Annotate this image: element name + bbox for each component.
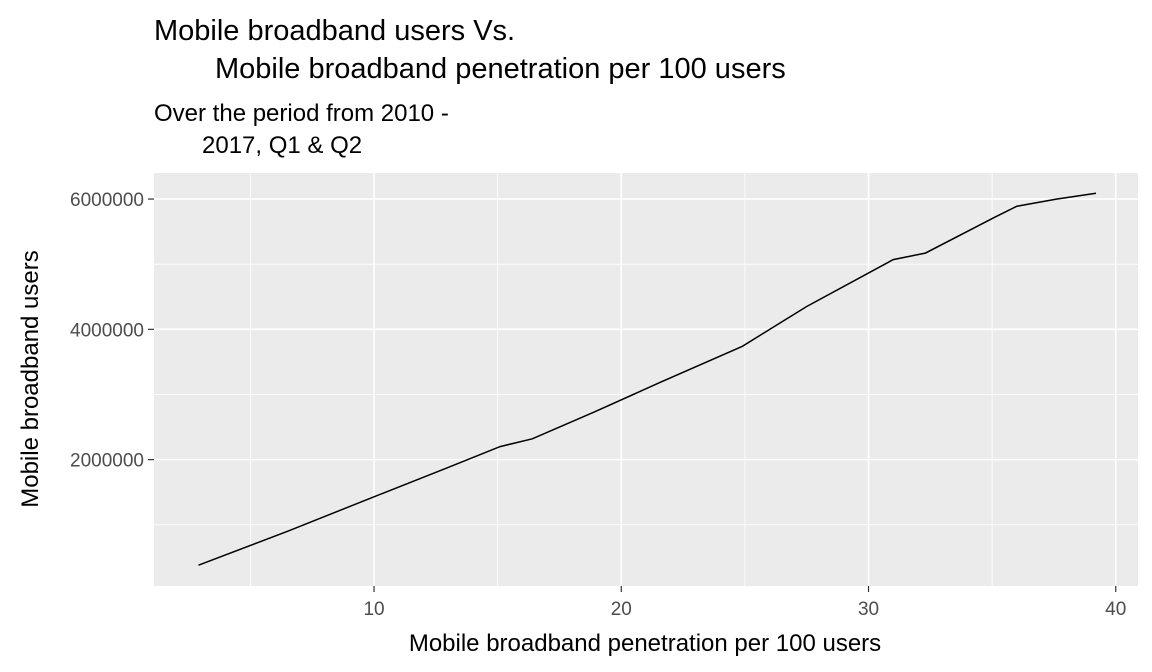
- y-axis-ticks: 2000000 4000000 6000000: [70, 190, 154, 472]
- plot-panel: [154, 173, 1138, 586]
- chart-subtitle-line-1: Over the period from 2010 -: [154, 100, 449, 127]
- x-tick-label-3: 40: [1105, 599, 1126, 620]
- chart-title-line-1: Mobile broadband users Vs.: [154, 15, 515, 47]
- y-axis-title: Mobile broadband users: [17, 250, 44, 508]
- minor-grid: [154, 173, 1138, 586]
- chart-title-line-2: Mobile broadband penetration per 100 use…: [215, 53, 786, 85]
- chart-subtitle-line-2: 2017, Q1 & Q2: [202, 132, 362, 159]
- y-tick-label-1: 4000000: [70, 320, 144, 341]
- series-line: [198, 192, 1097, 566]
- x-axis-title: Mobile broadband penetration per 100 use…: [409, 630, 881, 657]
- x-tick-label-0: 10: [363, 599, 384, 620]
- major-grid: [154, 173, 1138, 586]
- y-tick-label-0: 2000000: [70, 451, 144, 472]
- x-tick-label-2: 30: [858, 599, 879, 620]
- x-axis-ticks: 10 20 30 40: [363, 586, 1126, 620]
- y-tick-label-2: 6000000: [70, 190, 144, 211]
- x-tick-label-1: 20: [611, 599, 632, 620]
